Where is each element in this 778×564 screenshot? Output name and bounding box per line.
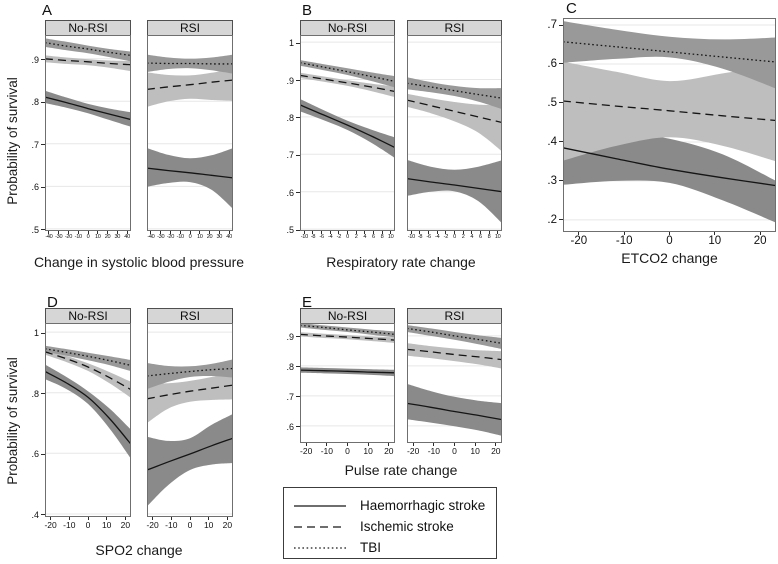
legend-item-haemorrhagic-stroke: Haemorrhagic stroke	[292, 495, 496, 516]
y-axis-title-top: Probability of survival	[5, 77, 20, 205]
facet-header-no-rsi: No-RSI	[300, 308, 395, 324]
panel-e: E .9.8.7.6 No-RSI -20 -10 0 10 20 RSI -20 -10…	[283, 294, 502, 494]
facet-header-rsi: RSI	[407, 308, 502, 324]
facet-header-no-rsi: No-RSI	[300, 20, 395, 36]
panel-d-x-ticks: -20 -10 0 10 20	[44, 517, 131, 533]
panel-a-letter: A	[42, 2, 53, 19]
x-axis-title-etco2: ETCO2 change	[621, 250, 718, 266]
plot-d-rsi	[147, 323, 233, 517]
panel-b-x-ticks: -10 -8 -6 -4 -2 0 2 4 6 8 10	[407, 231, 502, 245]
facet-header-no-rsi: No-RSI	[45, 308, 131, 324]
panel-e-x-ticks: -20 -10 0 10 20	[407, 443, 502, 459]
x-axis-title-spo2: SPO2 change	[95, 542, 183, 558]
facet-header-rsi: RSI	[407, 20, 502, 36]
plot-a-no-rsi	[45, 35, 131, 231]
legend-label: Ischemic stroke	[360, 519, 454, 534]
x-axis-title-pulse: Pulse rate change	[344, 462, 458, 478]
panel-d-y-axis: 1.8.6.4	[28, 324, 45, 520]
panel-e-facet-no-rsi: No-RSI -20 -10 0 10 20	[300, 308, 395, 459]
panel-c-facet: -20 -10 0 10 20	[563, 18, 776, 250]
panel-a: A .9.8.7.6.5 No-RSI -40 -30 -20 -10 0 10 20 30 4…	[28, 2, 244, 274]
plot-e-no-rsi	[300, 323, 395, 443]
panel-e-letter: E	[302, 294, 313, 311]
panel-d: D 1.8.6.4 No-RSI -20 -10 0 10 20 RSI -20 -10 0…	[28, 294, 240, 564]
legend-line-dotted-icon	[294, 546, 346, 549]
legend: Haemorrhagic stroke Ischemic stroke TBI	[283, 487, 497, 559]
panel-b-x-ticks: -10 -8 -6 -4 -2 0 2 4 6 8 10	[300, 231, 395, 245]
panel-d-facet-no-rsi: No-RSI -20 -10 0 10 20	[44, 308, 131, 533]
y-axis-title-bottom: Probability of survival	[5, 357, 20, 485]
legend-line-dashed-icon	[294, 525, 346, 528]
panel-d-x-ticks: -20 -10 0 10 20	[146, 517, 233, 533]
panel-c: C .7.6.5.4.3.2 -20 -10 0 10 20 ETCO2 change	[540, 0, 776, 270]
plot-b-rsi	[407, 35, 502, 231]
panel-b-y-axis: 1.9.8.7.6.5	[283, 36, 300, 235]
panel-b-facet-rsi: RSI -10 -8 -6 -4 -2 0 2 4 6 8 10	[407, 20, 502, 245]
plot-b-no-rsi	[300, 35, 395, 231]
panel-a-facet-no-rsi: No-RSI -40 -30 -20 -10 0 10 20 30 40	[45, 20, 131, 245]
x-axis-title-sbp: Change in systolic blood pressure	[33, 254, 245, 270]
facet-header-no-rsi: No-RSI	[45, 20, 131, 36]
facet-header-rsi: RSI	[147, 308, 233, 324]
panel-c-y-axis: .7.6.5.4.3.2	[540, 18, 563, 232]
plot-e-rsi	[407, 323, 502, 443]
panel-e-x-ticks: -20 -10 0 10 20	[300, 443, 395, 459]
panel-a-x-ticks: -40 -30 -20 -10 0 10 20 30 40	[147, 231, 233, 245]
plot-c-etco2	[563, 18, 776, 232]
legend-line-solid-icon	[294, 504, 346, 507]
panel-b-letter: B	[302, 2, 313, 19]
panel-a-x-ticks: -40 -30 -20 -10 0 10 20 30 40	[45, 231, 131, 245]
legend-item-tbi: TBI	[292, 537, 496, 558]
panel-a-y-axis: .9.8.7.6.5	[28, 36, 45, 235]
panel-e-y-axis: .9.8.7.6	[283, 324, 300, 444]
panel-d-letter: D	[47, 294, 58, 311]
x-axis-title-rr: Respiratory rate change	[326, 254, 476, 270]
panel-e-facet-rsi: RSI -20 -10 0 10 20	[407, 308, 502, 459]
panel-c-letter: C	[566, 0, 577, 17]
legend-label: Haemorrhagic stroke	[360, 498, 486, 513]
panel-b: B 1.9.8.7.6.5 No-RSI -10 -8 -6 -4 -2 0 2 4 6 8 10 …	[283, 2, 502, 274]
facet-header-rsi: RSI	[147, 20, 233, 36]
panel-b-facet-no-rsi: No-RSI -10 -8 -6 -4 -2 0 2 4 6 8 10	[300, 20, 395, 245]
panel-a-facet-rsi: RSI -40 -30 -20 -10 0 10 20 30 40	[147, 20, 233, 245]
legend-label: TBI	[360, 540, 382, 555]
plot-d-no-rsi	[45, 323, 131, 517]
plot-a-rsi	[147, 35, 233, 231]
legend-item-ischemic-stroke: Ischemic stroke	[292, 516, 496, 537]
panel-c-x-ticks: -20 -10 0 10 20	[563, 232, 776, 250]
panel-d-facet-rsi: RSI -20 -10 0 10 20	[146, 308, 233, 533]
